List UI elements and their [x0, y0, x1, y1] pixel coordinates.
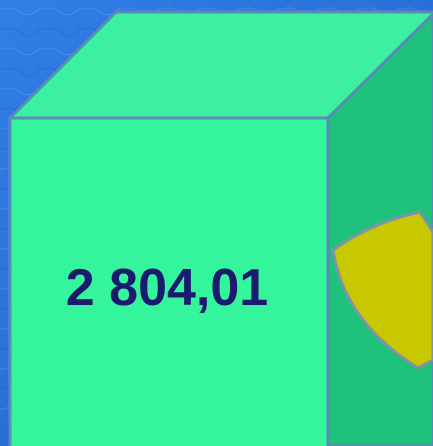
box-label: 2 804,01	[66, 259, 268, 317]
box-front	[8, 116, 330, 446]
wedge-front	[331, 210, 433, 370]
